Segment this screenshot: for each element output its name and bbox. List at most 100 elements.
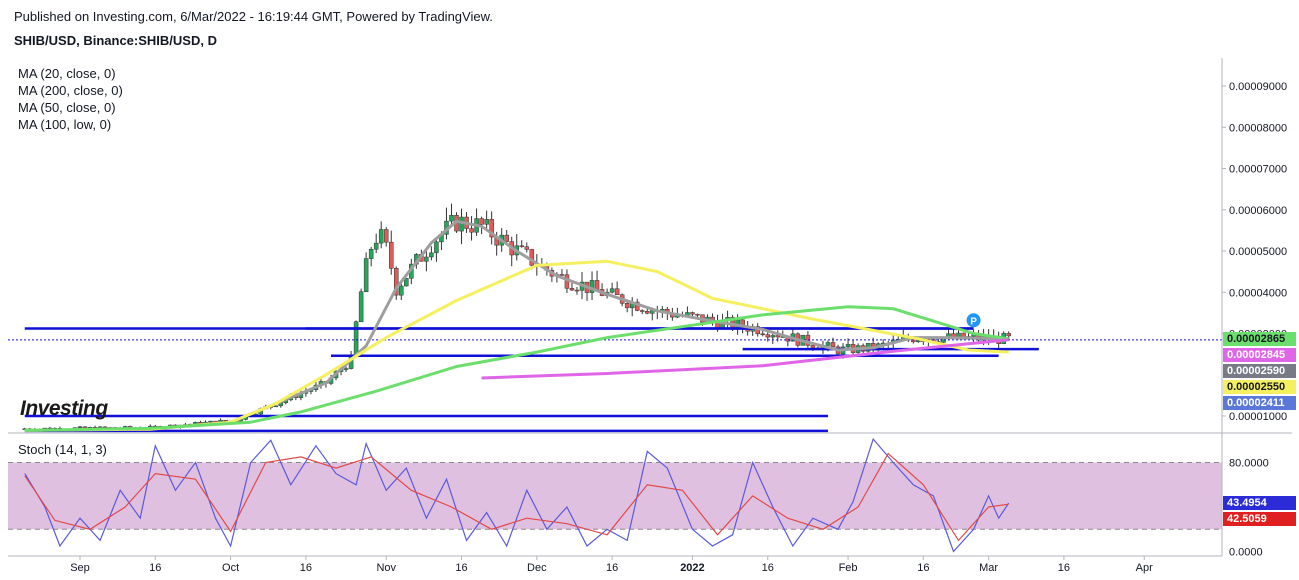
candle-body <box>830 342 836 348</box>
p-marker[interactable]: P <box>966 313 981 328</box>
stoch-line <box>24 437 1010 553</box>
price-label: 0.00002590 <box>1223 364 1296 379</box>
candle-body <box>690 312 695 315</box>
ma-line <box>481 338 1009 380</box>
price-label: 0.00002550 <box>1223 380 1296 395</box>
candle-body <box>519 245 525 248</box>
time-tick-label: 16 <box>149 562 161 574</box>
indicator-stoch[interactable]: Stoch (14, 1, 3) <box>18 442 107 457</box>
axes: 0.00009000 0.00008000 0.00007000 0.00006000… <box>8 58 1292 574</box>
ma-line <box>24 305 1009 432</box>
candle-body <box>383 229 389 243</box>
time-tick-label: Sep <box>70 562 90 574</box>
candle-body <box>378 229 384 244</box>
p-marker-label: P <box>970 316 977 327</box>
candle-body <box>810 345 816 349</box>
time-tick-label: 16 <box>917 562 929 574</box>
candle-body <box>614 288 620 295</box>
price-label: 42.5059 <box>1223 512 1296 527</box>
candle-body <box>524 246 530 250</box>
price-label: 0.00002411 <box>1223 396 1296 411</box>
price-tick-label: 0.00004000 <box>1229 287 1287 299</box>
candle-body <box>489 219 494 238</box>
candle-body <box>574 289 580 292</box>
ma-line <box>230 219 1009 424</box>
candle-body <box>373 242 379 250</box>
price-label: 0.00002865 <box>1223 332 1296 347</box>
price-candles <box>22 203 1011 432</box>
price-tick-label: 0.00001000 <box>1229 411 1287 423</box>
price-label: 43.4954 <box>1223 496 1296 511</box>
candle-body <box>449 215 454 222</box>
stoch-line <box>24 452 1009 542</box>
candle-body <box>77 426 83 429</box>
horizontal-levels <box>8 327 1222 433</box>
candle-body <box>368 248 374 259</box>
ma-line <box>24 259 1009 432</box>
time-tick-label: Nov <box>376 562 396 574</box>
candle-body <box>594 280 600 290</box>
time-tick-label: Oct <box>222 562 239 574</box>
price-tick-label: 0.00005000 <box>1229 246 1287 258</box>
candle-body <box>609 288 615 293</box>
candle-body <box>363 258 369 292</box>
candle-body <box>770 335 776 338</box>
candle-body <box>624 303 630 309</box>
candle-body <box>529 249 535 266</box>
candle-body <box>388 241 394 269</box>
candle-body <box>82 426 88 429</box>
stoch-tick-label: 80.0000 <box>1229 457 1269 469</box>
candle-body <box>1006 333 1011 337</box>
price-tick-label: 0.00007000 <box>1229 164 1287 176</box>
stochastic-pane <box>8 437 1222 553</box>
candle-body <box>645 311 650 314</box>
price-tick-label: 0.00006000 <box>1229 205 1287 217</box>
candle-body <box>559 274 565 276</box>
candle-body <box>208 420 213 423</box>
p-marker-circle <box>966 313 981 328</box>
candle-body <box>845 344 851 348</box>
investing-watermark: Investing <box>20 397 108 420</box>
time-tick-label: 16 <box>300 562 312 574</box>
stoch-band <box>8 462 1222 530</box>
moving-averages <box>24 219 1009 432</box>
time-tick-label: Apr <box>1136 562 1153 574</box>
candle-body <box>394 268 399 296</box>
time-tick-label: Feb <box>839 562 858 574</box>
candle-body <box>404 278 409 287</box>
candle-body <box>775 335 781 338</box>
published-line: Published on Investing.com, 6/Mar/2022 -… <box>14 9 493 24</box>
candle-body <box>424 256 429 262</box>
candle-body <box>825 342 831 346</box>
candle-body <box>429 252 434 258</box>
stoch-tick-label: 0.0000 <box>1229 547 1263 559</box>
candle-body <box>343 368 349 370</box>
time-tick-label: 16 <box>606 562 618 574</box>
candle-body <box>479 218 484 225</box>
indicator-ma100[interactable]: MA (100, low, 0) <box>18 117 112 132</box>
candle-body <box>569 288 575 291</box>
candle-body <box>484 219 489 225</box>
candle-body <box>916 340 921 343</box>
candle-body <box>504 234 509 242</box>
candle-body <box>469 228 474 233</box>
time-tick-label: 16 <box>762 562 774 574</box>
price-label: 0.00002845 <box>1223 348 1296 363</box>
price-tick-label: 0.00008000 <box>1229 122 1287 134</box>
time-tick-label: 2022 <box>680 562 704 574</box>
candle-body <box>765 334 770 338</box>
indicator-ma50[interactable]: MA (50, close, 0) <box>18 100 116 115</box>
candle-body <box>434 241 439 254</box>
indicator-ma20[interactable]: MA (20, close, 0) <box>18 66 116 81</box>
candle-body <box>639 310 645 312</box>
time-tick-label: Mar <box>979 562 998 574</box>
time-tick-label: 16 <box>455 562 467 574</box>
candle-body <box>695 313 700 316</box>
time-tick-label: Dec <box>527 562 547 574</box>
time-tick-label: 16 <box>1058 562 1070 574</box>
indicator-ma200[interactable]: MA (200, close, 0) <box>18 83 123 98</box>
candle-body <box>399 285 404 296</box>
candle-body <box>273 405 279 408</box>
candle-body <box>353 321 359 356</box>
